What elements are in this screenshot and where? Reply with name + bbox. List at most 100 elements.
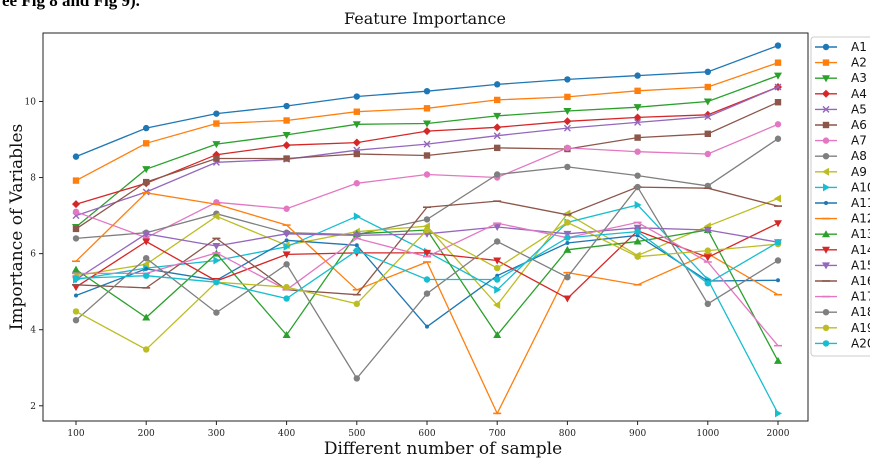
data-point	[143, 254, 150, 262]
data-point	[72, 284, 80, 292]
x-tick-label: 200	[138, 429, 155, 439]
data-point	[213, 120, 220, 127]
data-point	[634, 183, 641, 191]
data-point	[72, 177, 80, 184]
data-point	[564, 219, 571, 226]
data-point	[564, 93, 571, 101]
data-point	[493, 300, 501, 309]
data-point	[423, 226, 431, 234]
legend-marker	[822, 59, 830, 66]
data-point	[72, 235, 80, 242]
legend-label-a3: A3	[851, 71, 867, 85]
legend-frame	[810, 36, 870, 357]
series-a2	[72, 59, 782, 184]
data-point	[354, 243, 359, 248]
data-point	[423, 171, 431, 178]
data-point	[143, 140, 150, 147]
data-point	[774, 257, 782, 264]
legend-marker	[822, 153, 830, 160]
x-tick-label: 600	[418, 429, 435, 439]
series-line-a3	[75, 74, 779, 228]
data-point	[633, 237, 642, 245]
data-point	[564, 144, 571, 152]
data-point	[774, 121, 782, 128]
y-tick-label: 4	[30, 326, 36, 336]
series-a18	[72, 183, 782, 382]
data-point	[703, 254, 712, 262]
series-a4	[72, 83, 782, 209]
data-point	[283, 242, 291, 251]
data-point	[704, 113, 712, 121]
data-point	[493, 112, 502, 120]
data-point	[352, 121, 361, 129]
x-tick-label: 300	[208, 429, 225, 439]
data-point	[423, 276, 431, 283]
series-a20	[72, 228, 782, 302]
data-point	[563, 295, 572, 303]
legend-label-a5: A5	[851, 102, 867, 116]
legend-label-a20: A20	[851, 336, 870, 350]
legend-marker	[824, 201, 828, 205]
data-point	[703, 98, 712, 106]
data-point	[72, 275, 80, 282]
data-point	[774, 83, 782, 91]
legend-label-a9: A9	[851, 165, 867, 179]
data-point	[353, 300, 360, 308]
data-point	[774, 135, 782, 142]
data-point	[423, 127, 431, 136]
data-point	[704, 68, 711, 76]
data-point	[494, 238, 501, 245]
data-point	[494, 96, 501, 104]
data-point	[634, 87, 641, 95]
data-point	[563, 124, 571, 132]
data-point	[143, 124, 150, 132]
x-tick-label: 500	[348, 429, 365, 439]
data-point	[72, 153, 80, 160]
data-point	[353, 180, 360, 187]
data-point	[423, 105, 431, 112]
data-point	[142, 313, 151, 321]
data-point	[493, 123, 502, 132]
data-point	[72, 208, 80, 215]
data-point	[774, 72, 782, 80]
data-point	[564, 163, 571, 171]
legend-label-a16: A16	[851, 274, 870, 288]
series-line-a1	[75, 44, 779, 158]
legend-label-a19: A19	[851, 321, 870, 335]
data-point	[212, 141, 221, 149]
legend-marker	[822, 324, 830, 331]
series-a17	[72, 221, 782, 347]
data-point	[634, 118, 642, 126]
data-point	[563, 107, 572, 115]
x-tick-label: 700	[489, 429, 506, 439]
data-point	[634, 253, 641, 260]
data-point	[494, 171, 501, 178]
data-point	[563, 245, 572, 253]
legend-label-a7: A7	[851, 134, 867, 148]
data-point	[213, 278, 220, 286]
data-point	[282, 251, 291, 259]
data-point	[213, 155, 220, 162]
data-point	[282, 131, 291, 139]
data-point	[212, 243, 221, 251]
data-point	[774, 59, 782, 66]
data-point	[494, 285, 502, 294]
data-point	[283, 102, 290, 110]
legend-marker	[822, 137, 830, 144]
data-point	[423, 249, 431, 257]
legend-marker	[822, 75, 830, 83]
legend-marker	[822, 262, 830, 270]
data-point	[423, 140, 431, 148]
data-point	[144, 266, 149, 271]
data-point	[564, 234, 571, 241]
y-tick-label: 10	[25, 97, 37, 107]
data-point	[72, 225, 80, 233]
data-point	[283, 155, 290, 162]
data-point	[283, 295, 290, 302]
data-point	[213, 256, 221, 265]
data-point	[493, 132, 501, 140]
data-point	[282, 230, 291, 238]
data-point	[284, 238, 289, 243]
data-point	[776, 278, 780, 283]
data-point	[633, 224, 642, 232]
